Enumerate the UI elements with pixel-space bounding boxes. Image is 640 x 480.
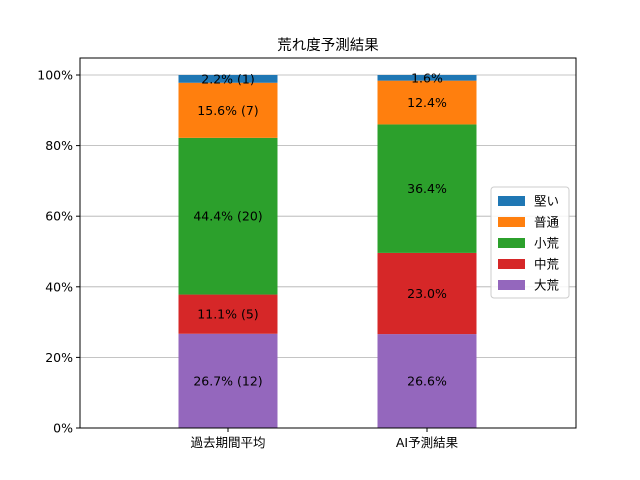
bar-label: 11.1% (5) (197, 307, 258, 322)
legend-label: 大荒 (534, 278, 559, 293)
y-tick-label: 60% (45, 209, 73, 224)
legend-label: 中荒 (534, 257, 559, 272)
x-tick-label: 過去期間平均 (190, 435, 265, 450)
y-tick-label: 40% (45, 279, 73, 294)
legend-swatch (498, 238, 525, 248)
bar-label: 15.6% (7) (197, 103, 258, 118)
bar-segment (377, 80, 477, 125)
x-tick-label: AI予測結果 (396, 435, 459, 450)
legend-box (490, 186, 570, 299)
legend-swatch (498, 217, 525, 227)
bar-label: 23.0% (407, 286, 447, 301)
bar-label: 1.6% (411, 70, 443, 85)
legend-label: 普通 (534, 215, 560, 230)
legend-swatch (498, 196, 525, 206)
bar-label: 36.4% (407, 181, 447, 196)
plot-frame (79, 57, 577, 429)
y-tick-label: 80% (45, 138, 73, 153)
bar-labels: 26.7% (12) 11.1% (5) 44.4% (20) 15.6% (7) 2.… (193, 70, 447, 388)
x-axis: 過去期間平均 AI予測結果 (190, 428, 459, 450)
bar-label: 44.4% (20) (193, 209, 262, 224)
bar-segment (178, 294, 278, 334)
bar-segment (178, 137, 278, 295)
legend-label: 堅い (534, 194, 559, 209)
bar-label: 12.4% (407, 95, 447, 110)
y-tick-label: 20% (45, 350, 73, 365)
bar-label: 26.7% (12) (193, 373, 262, 388)
legend-label: 小荒 (534, 236, 559, 251)
bar-label: 2.2% (1) (201, 71, 254, 86)
legend-swatch (498, 280, 525, 290)
y-tick-label: 100% (37, 68, 73, 83)
legend-swatch (498, 259, 525, 269)
y-tick-label: 0% (53, 421, 73, 436)
bar-segment (377, 124, 477, 253)
bar-segment (377, 252, 477, 335)
chart-title: 荒れ度予測結果 (277, 37, 379, 54)
bar-segment (178, 333, 278, 428)
y-axis: 0% 20% 40% 60% 80% 100% (37, 68, 80, 436)
bar-label: 26.6% (407, 374, 447, 389)
bar-segment (377, 75, 477, 81)
bars (178, 75, 477, 428)
bar-segment (178, 82, 278, 138)
bar-segment (178, 75, 278, 83)
bar-segment (377, 334, 477, 428)
